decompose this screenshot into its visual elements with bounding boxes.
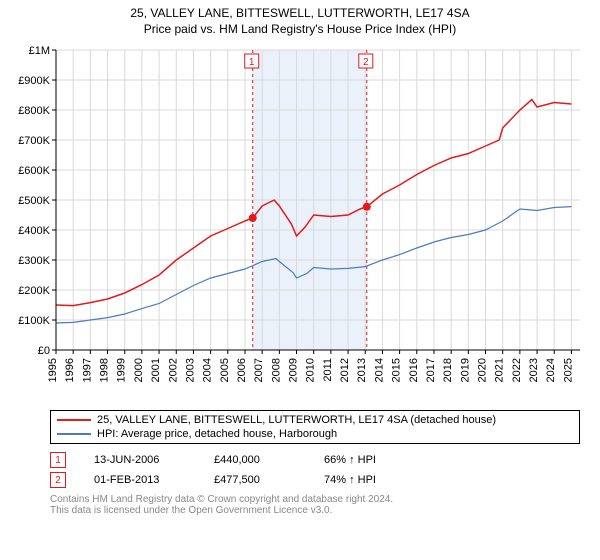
svg-text:£400K: £400K xyxy=(18,225,50,237)
sale-relative: 74% ↑ HPI xyxy=(324,474,376,486)
sale-price: £440,000 xyxy=(214,454,324,466)
svg-text:2015: 2015 xyxy=(391,358,403,382)
svg-text:2024: 2024 xyxy=(545,358,557,382)
svg-text:2019: 2019 xyxy=(459,358,471,382)
legend-swatch xyxy=(57,433,91,435)
svg-text:£500K: £500K xyxy=(18,195,50,207)
chart-area: 1 2 £0 £100K £200K £300K £400K £500K £600K £700K £… xyxy=(10,42,590,402)
svg-text:£200K: £200K xyxy=(18,285,50,297)
svg-text:2017: 2017 xyxy=(425,358,437,382)
svg-text:2008: 2008 xyxy=(270,358,282,382)
sale-marker-icon: 2 xyxy=(50,472,66,488)
svg-text:2004: 2004 xyxy=(202,358,214,382)
chart-subtitle: Price paid vs. HM Land Registry's House … xyxy=(0,22,600,36)
sale-row: 2 01-FEB-2013 £477,500 74% ↑ HPI xyxy=(50,470,580,490)
legend: 25, VALLEY LANE, BITTESWELL, LUTTERWORTH… xyxy=(50,410,580,444)
svg-text:2001: 2001 xyxy=(150,358,162,382)
svg-text:2: 2 xyxy=(363,57,369,68)
svg-text:2021: 2021 xyxy=(494,358,506,382)
svg-text:2025: 2025 xyxy=(562,358,574,382)
svg-text:2005: 2005 xyxy=(219,358,231,382)
svg-text:1996: 1996 xyxy=(64,358,76,382)
sale-date: 13-JUN-2006 xyxy=(94,454,214,466)
svg-text:£800K: £800K xyxy=(18,105,50,117)
svg-text:1999: 1999 xyxy=(116,358,128,382)
svg-text:2018: 2018 xyxy=(442,358,454,382)
svg-text:2011: 2011 xyxy=(322,358,334,382)
legend-label: HPI: Average price, detached house, Harb… xyxy=(97,428,337,440)
svg-text:2003: 2003 xyxy=(184,358,196,382)
svg-text:2014: 2014 xyxy=(373,358,385,382)
legend-item: 25, VALLEY LANE, BITTESWELL, LUTTERWORTH… xyxy=(57,413,573,427)
svg-text:2012: 2012 xyxy=(339,358,351,382)
svg-text:2002: 2002 xyxy=(167,358,179,382)
svg-text:1998: 1998 xyxy=(99,358,111,382)
svg-text:2022: 2022 xyxy=(511,358,523,382)
legend-item: HPI: Average price, detached house, Harb… xyxy=(57,427,573,441)
svg-text:2009: 2009 xyxy=(288,358,300,382)
sale-price: £477,500 xyxy=(214,474,324,486)
svg-text:£1M: £1M xyxy=(29,45,50,57)
sale-date: 01-FEB-2013 xyxy=(94,474,214,486)
chart-title: 25, VALLEY LANE, BITTESWELL, LUTTERWORTH… xyxy=(0,6,600,20)
svg-text:2007: 2007 xyxy=(253,358,265,382)
svg-text:2016: 2016 xyxy=(408,358,420,382)
svg-text:£0: £0 xyxy=(38,345,50,357)
sale-relative: 66% ↑ HPI xyxy=(324,454,376,466)
svg-text:£600K: £600K xyxy=(18,165,50,177)
legend-label: 25, VALLEY LANE, BITTESWELL, LUTTERWORTH… xyxy=(97,414,496,426)
sale-row: 1 13-JUN-2006 £440,000 66% ↑ HPI xyxy=(50,450,580,470)
svg-text:1: 1 xyxy=(249,57,255,68)
svg-text:2000: 2000 xyxy=(133,358,145,382)
sales-table: 1 13-JUN-2006 £440,000 66% ↑ HPI 2 01-FE… xyxy=(50,450,580,490)
footer-attribution: Contains HM Land Registry data © Crown c… xyxy=(50,494,580,516)
svg-text:1997: 1997 xyxy=(81,358,93,382)
svg-text:£900K: £900K xyxy=(18,75,50,87)
svg-text:£100K: £100K xyxy=(18,315,50,327)
svg-text:2006: 2006 xyxy=(236,358,248,382)
svg-text:2013: 2013 xyxy=(356,358,368,382)
svg-text:2020: 2020 xyxy=(477,358,489,382)
svg-text:2010: 2010 xyxy=(305,358,317,382)
svg-text:1995: 1995 xyxy=(47,358,59,382)
svg-text:£300K: £300K xyxy=(18,255,50,267)
legend-swatch xyxy=(57,419,91,421)
svg-text:£700K: £700K xyxy=(18,135,50,147)
svg-text:2023: 2023 xyxy=(528,358,540,382)
sale-marker-icon: 1 xyxy=(50,452,66,468)
